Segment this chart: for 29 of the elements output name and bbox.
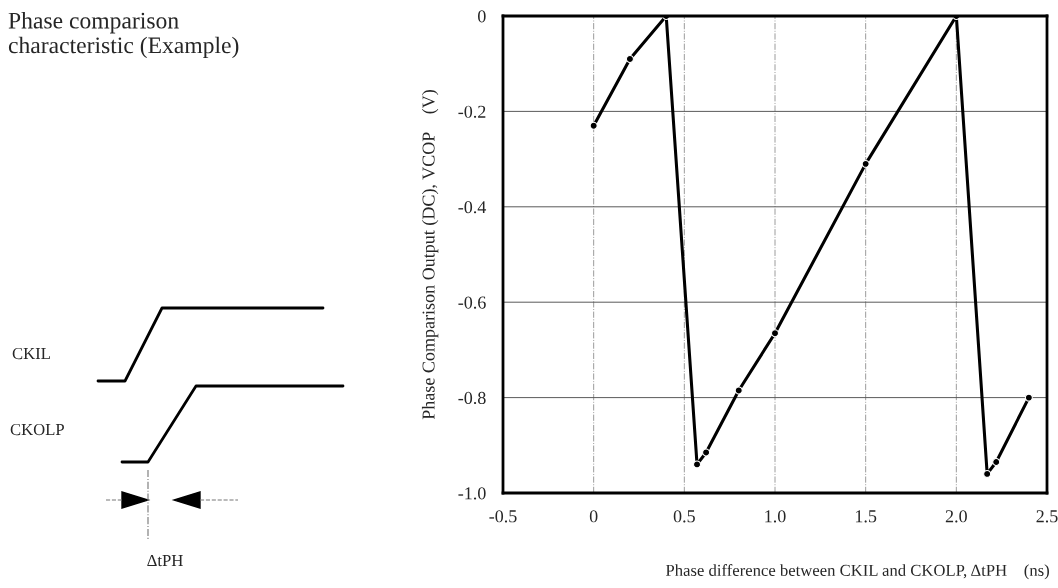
point <box>589 121 598 130</box>
y-tick-label: -1.0 <box>458 487 486 500</box>
point <box>983 469 992 478</box>
x-tick-label: -0.5 <box>489 510 517 523</box>
y-tick-label: -0.4 <box>458 201 487 214</box>
x-axis-title: Phase difference between CKIL and CKOLP, ΔtPH (ns) <box>665 564 1049 580</box>
point <box>1024 393 1033 402</box>
text: Phase comparison characteristic (Example) <box>8 12 239 59</box>
text: CKOLP <box>10 423 64 436</box>
x-tick-label: 0 <box>589 510 598 523</box>
x-tick-label: 2.5 <box>1036 510 1058 523</box>
y-tick-label: -0.2 <box>458 105 486 118</box>
text: ΔtPH <box>147 555 183 567</box>
y-tick-label: -0.8 <box>458 391 486 405</box>
point <box>992 458 1001 466</box>
point <box>771 329 779 338</box>
x-tick-label: 2.0 <box>945 510 967 523</box>
point <box>861 159 870 168</box>
x-tick-label: 1.0 <box>765 510 786 523</box>
x-tick-label: 0.5 <box>673 510 695 523</box>
point <box>702 448 711 457</box>
x-tick-label: 1.5 <box>855 510 877 523</box>
point <box>693 460 702 469</box>
point <box>734 386 743 395</box>
y-axis-title: Phase Comparison Output (DC), VCOP (V) <box>421 90 439 420</box>
point <box>625 54 634 63</box>
text: CKIL <box>12 347 50 360</box>
y-tick-label: -0.6 <box>458 296 486 309</box>
y-tick-label: 0 <box>477 10 486 23</box>
